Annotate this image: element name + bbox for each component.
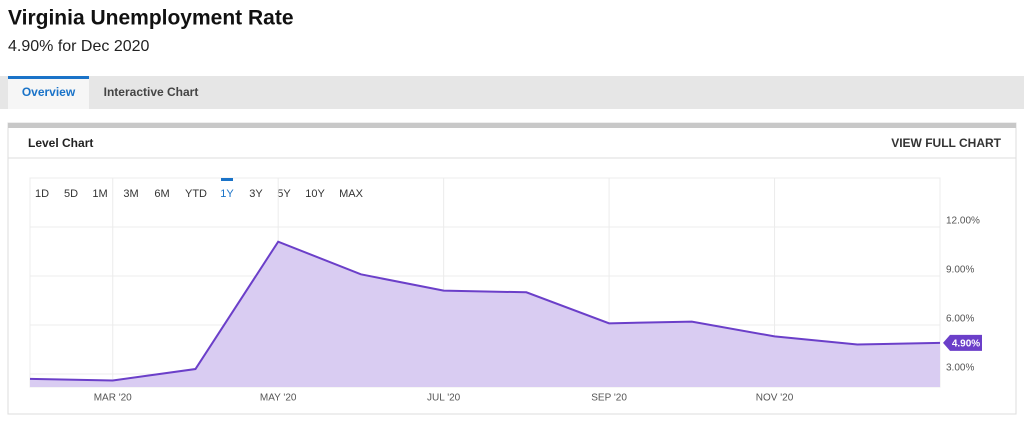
- range-button[interactable]: 1D: [35, 188, 49, 200]
- page-title: Virginia Unemployment Rate: [8, 7, 294, 30]
- panel-top-bar: [8, 123, 1016, 128]
- range-button[interactable]: MAX: [339, 188, 364, 200]
- tab[interactable]: Interactive Chart: [104, 85, 199, 99]
- x-tick-label: MAY '20: [260, 393, 297, 404]
- x-tick-label: SEP '20: [591, 393, 627, 404]
- range-button[interactable]: 3M: [123, 188, 138, 200]
- range-button[interactable]: 6M: [154, 188, 169, 200]
- page-subtitle: 4.90% for Dec 2020: [8, 38, 150, 55]
- tab-bar: [0, 76, 1024, 109]
- range-button[interactable]: 3Y: [249, 188, 263, 200]
- y-tick-label: 3.00%: [946, 363, 974, 374]
- tab[interactable]: Overview: [22, 85, 76, 99]
- range-button[interactable]: 5D: [64, 188, 78, 200]
- range-button[interactable]: 1Y: [220, 188, 234, 200]
- x-tick-label: JUL '20: [427, 393, 461, 404]
- range-button[interactable]: YTD: [185, 188, 207, 200]
- range-button[interactable]: 5Y: [277, 188, 291, 200]
- value-label-box: [943, 334, 982, 351]
- tab-active-bg: [8, 76, 89, 109]
- area: [30, 241, 940, 387]
- line: [29, 240, 941, 382]
- panel-title: Level Chart: [28, 136, 93, 150]
- range-button[interactable]: 10Y: [305, 188, 325, 200]
- value-label: 4.90%: [952, 339, 980, 350]
- y-tick-label: 12.00%: [946, 216, 980, 227]
- range-button[interactable]: 1M: [92, 188, 107, 200]
- y-tick-label: 9.00%: [946, 265, 974, 276]
- x-tick-label: NOV '20: [756, 393, 794, 404]
- x-tick-label: MAR '20: [94, 393, 132, 404]
- view-full-chart[interactable]: VIEW FULL CHART: [891, 136, 1001, 150]
- y-tick-label: 6.00%: [946, 314, 974, 325]
- range-indicator: [221, 178, 233, 181]
- tab-active-indicator: [8, 76, 89, 79]
